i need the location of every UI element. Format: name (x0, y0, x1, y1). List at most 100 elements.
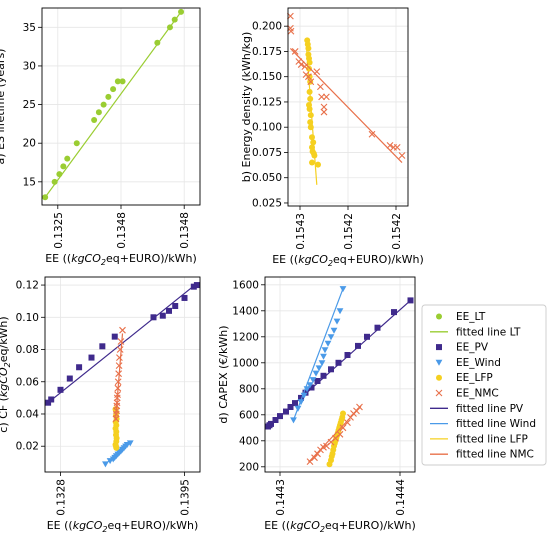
y-tick-label: 15 (23, 176, 36, 188)
data-point-nmc (117, 338, 125, 345)
panel-d: 200 400 600 800 1000 1200 1400 1600 0.1443 0.1444… (217, 276, 416, 533)
y-tick-label: 1400 (232, 305, 259, 317)
legend-label: fitted line Wind (456, 418, 536, 430)
data-point-lt (64, 155, 71, 162)
y-tick-label: 0.025 (252, 197, 282, 209)
x-tick-label: 0.1395 (180, 479, 192, 516)
y-tick-label: 0.02 (16, 441, 39, 453)
data-point-pv (344, 352, 351, 358)
data-point-wind (290, 417, 297, 424)
y-axis-label: a) ES lifetime (years) (0, 49, 7, 165)
legend-marker-swatch (436, 313, 442, 320)
data-point-nmc (291, 48, 299, 55)
data-point-wind (336, 308, 344, 315)
data-point-nmc (297, 61, 305, 68)
data-point-pv (166, 307, 172, 314)
y-axis-label: d) CAPEX (€/kWh) (217, 325, 230, 423)
data-point-nmc (398, 152, 406, 159)
data-point-pv (66, 375, 73, 382)
data-point-pv (335, 359, 342, 366)
y-tick-label: 400 (239, 435, 259, 447)
data-point-nmc (287, 27, 295, 35)
legend-label: EE_LFP (456, 372, 493, 384)
data-point-pv (308, 384, 315, 391)
data-point-pv (88, 354, 95, 361)
data-point-nmc (116, 354, 123, 361)
legend-item: fitted line NMC (430, 449, 534, 461)
legend-item: EE_PV (436, 342, 489, 354)
data-point-nmc (317, 83, 324, 91)
data-point-nmc (305, 73, 312, 81)
data-point-pv (364, 333, 370, 340)
y-tick-label: 0.12 (16, 280, 39, 292)
legend-item: fitted line Wind (430, 418, 536, 430)
data-point-nmc (356, 403, 363, 411)
data-point-wind (315, 365, 323, 372)
legend-item: fitted line LFP (430, 433, 528, 445)
data-point-pv (320, 372, 327, 379)
fit-line-pv (267, 299, 411, 428)
data-point-nmc (320, 103, 328, 111)
x-tick-label: 0.1542 (343, 213, 355, 250)
data-point-pv (355, 342, 361, 349)
x-tick-label: 0.1542 (391, 213, 403, 250)
x-tick-label: 0.1325 (53, 212, 65, 249)
data-point-pv (99, 343, 106, 350)
y-tick-label: 0.175 (252, 46, 282, 58)
plot-frame (264, 276, 416, 473)
data-point-pv (374, 324, 381, 331)
data-point-lfp (309, 159, 315, 166)
plot-frame (41, 7, 201, 206)
data-point-pv (76, 364, 83, 371)
legend-label: fitted line PV (456, 403, 524, 415)
y-tick-label: 200 (239, 461, 259, 473)
y-tick-label: 0.125 (252, 96, 282, 108)
legend-label: EE_LT (456, 311, 486, 323)
y-tick-label: 25 (23, 99, 36, 111)
x-tick-label: 0.1543 (295, 213, 307, 250)
data-point-nmc (368, 130, 376, 138)
data-point-wind (327, 334, 335, 341)
legend-marker-swatch (435, 389, 443, 397)
y-tick-label: 0.050 (252, 172, 282, 184)
data-point-wind (309, 377, 317, 384)
legend-label: fitted line LFP (456, 433, 528, 445)
fit-line-lt (44, 11, 182, 198)
legend-label: fitted line NMC (456, 449, 534, 461)
x-tick-label: 0.1328 (56, 479, 68, 516)
x-axis-label: EE ((kgCO2eq+EURO)/kWh) (45, 252, 197, 267)
data-point-pv (181, 294, 188, 301)
legend-frame (421, 304, 547, 466)
y-tick-label: 0.150 (252, 71, 282, 83)
legend-item: fitted line PV (430, 403, 524, 415)
fit-line-nmc (308, 405, 362, 463)
plot-frame (44, 276, 201, 473)
data-point-wind (321, 347, 329, 354)
data-point-lt (114, 78, 121, 85)
data-point-nmc (393, 144, 401, 151)
y-tick-label: 0.10 (16, 312, 39, 324)
data-point-lt (91, 117, 98, 124)
data-point-pv (193, 282, 200, 289)
y-tick-label: 800 (239, 383, 259, 395)
y-tick-label: 0.06 (16, 376, 40, 388)
fit-line-nmc (114, 333, 124, 421)
y-tick-label: 0.100 (252, 122, 282, 134)
data-point-nmc (311, 454, 318, 462)
data-point-wind (324, 340, 332, 347)
data-point-wind (320, 353, 327, 360)
data-point-wind (300, 392, 308, 399)
x-tick-label: 0.1444 (395, 479, 407, 516)
legend-item: EE_LT (436, 311, 486, 323)
x-axis-label: EE ((kgCO2eq+EURO)/kWh) (264, 519, 416, 533)
y-tick-label: 1000 (232, 357, 259, 369)
data-point-pv (159, 312, 166, 319)
data-point-nmc (115, 362, 123, 370)
x-tick-label: 0.1348 (116, 212, 128, 249)
data-point-pv (314, 378, 321, 384)
data-point-pv (57, 386, 64, 393)
legend-item: fitted line LT (430, 326, 521, 338)
data-point-wind (297, 399, 305, 406)
